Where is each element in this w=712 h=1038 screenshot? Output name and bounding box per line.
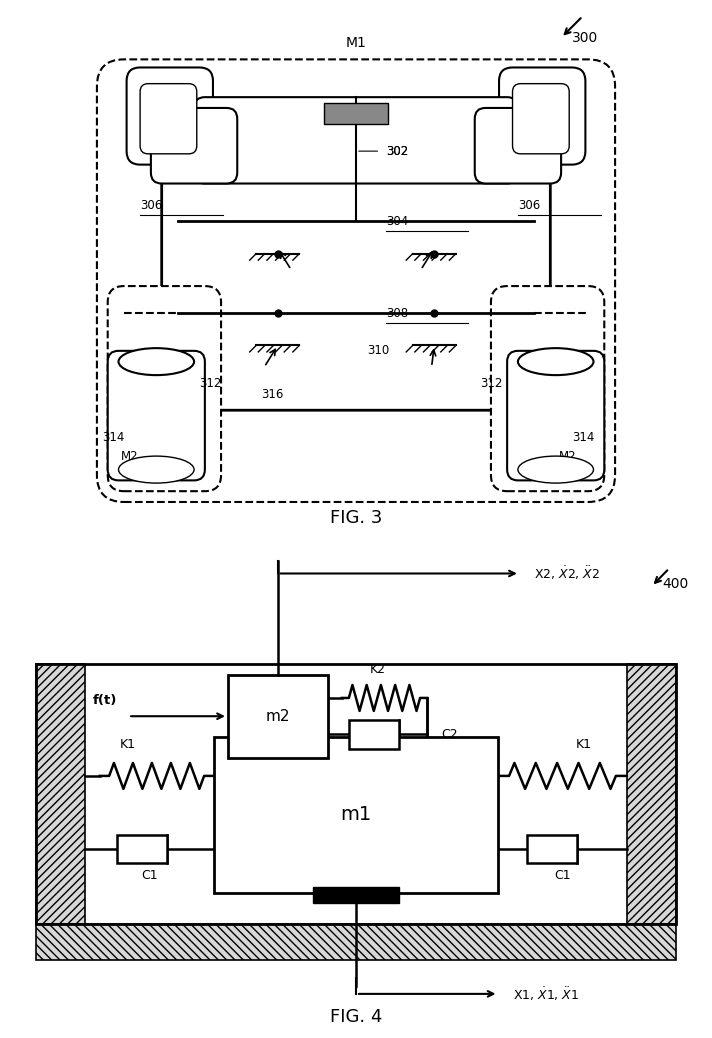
Text: 306: 306 <box>140 198 162 212</box>
Ellipse shape <box>518 456 594 483</box>
FancyBboxPatch shape <box>140 84 197 154</box>
Text: m2: m2 <box>266 709 290 723</box>
FancyBboxPatch shape <box>499 67 585 165</box>
Bar <box>313 887 399 903</box>
Text: FIG. 4: FIG. 4 <box>330 1008 382 1027</box>
Text: M2: M2 <box>121 449 139 463</box>
Text: K1: K1 <box>576 738 592 752</box>
Bar <box>36 664 676 924</box>
Text: 308: 308 <box>386 306 408 320</box>
FancyBboxPatch shape <box>162 118 550 410</box>
Text: X1, $\dot{X}$1, $\ddot{X}$1: X1, $\dot{X}$1, $\ddot{X}$1 <box>513 985 579 1003</box>
Text: f(t): f(t) <box>93 694 117 707</box>
FancyBboxPatch shape <box>194 98 518 184</box>
Bar <box>36 664 85 924</box>
Ellipse shape <box>118 348 194 375</box>
Text: M2: M2 <box>558 449 576 463</box>
Bar <box>324 103 388 125</box>
Text: 300: 300 <box>572 31 598 45</box>
Text: 302: 302 <box>386 144 408 158</box>
FancyBboxPatch shape <box>151 108 237 184</box>
Bar <box>527 835 577 864</box>
Text: M1: M1 <box>345 36 367 50</box>
FancyBboxPatch shape <box>108 351 205 481</box>
Text: K2: K2 <box>370 663 385 676</box>
Text: 304: 304 <box>386 215 408 227</box>
Text: 302: 302 <box>386 144 408 158</box>
Text: FIG. 3: FIG. 3 <box>330 510 382 527</box>
Text: 310: 310 <box>367 345 389 357</box>
Bar <box>349 720 399 748</box>
Text: 312: 312 <box>480 377 503 389</box>
Text: X2, $\dot{X}$2, $\ddot{X}$2: X2, $\dot{X}$2, $\ddot{X}$2 <box>534 565 600 582</box>
Ellipse shape <box>518 348 594 375</box>
Ellipse shape <box>118 456 194 483</box>
Bar <box>36 924 676 960</box>
Text: C1: C1 <box>554 869 571 881</box>
Text: K1: K1 <box>120 738 136 752</box>
Text: C1: C1 <box>141 869 158 881</box>
FancyBboxPatch shape <box>127 67 213 165</box>
Text: 400: 400 <box>662 577 689 591</box>
FancyBboxPatch shape <box>507 351 604 481</box>
Text: 306: 306 <box>518 198 540 212</box>
Text: 314: 314 <box>103 431 125 443</box>
Text: 316: 316 <box>261 387 284 401</box>
Text: C2: C2 <box>441 728 458 741</box>
Text: 312: 312 <box>199 377 222 389</box>
FancyBboxPatch shape <box>513 84 569 154</box>
Bar <box>228 675 328 758</box>
Text: m1: m1 <box>340 805 372 824</box>
FancyBboxPatch shape <box>97 59 615 502</box>
Bar <box>627 664 676 924</box>
FancyBboxPatch shape <box>475 108 561 184</box>
FancyBboxPatch shape <box>108 286 221 491</box>
Bar <box>117 835 167 864</box>
FancyBboxPatch shape <box>491 286 604 491</box>
Text: 314: 314 <box>572 431 595 443</box>
Bar <box>214 737 498 893</box>
